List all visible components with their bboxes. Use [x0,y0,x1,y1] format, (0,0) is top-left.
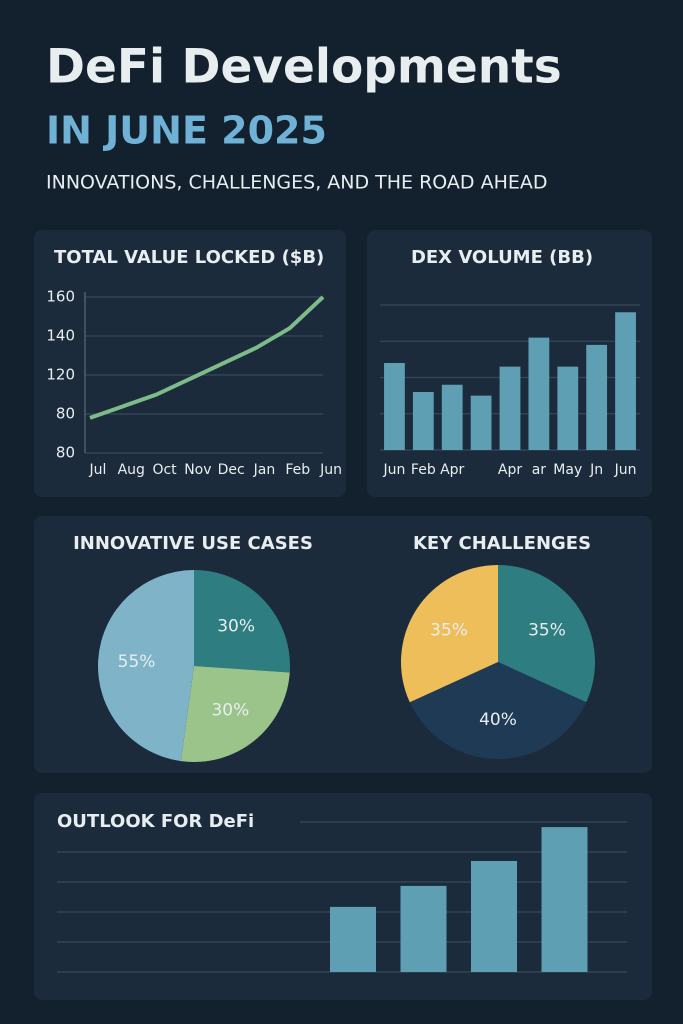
x-tick-label: Aug [118,462,145,478]
slice-label: 35% [528,621,566,641]
bar [441,384,463,450]
x-tick-label: Dec [218,462,245,478]
x-tick-label: Jul [89,462,107,478]
bar [400,885,447,972]
pie-slice [98,570,194,762]
page-title: DeFi Developments [46,40,562,95]
chart-title: INNOVATIVE USE CASES [73,533,313,554]
y-tick-label: 120 [46,366,75,384]
pie-slice [180,666,290,762]
x-tick-label: Feb [411,462,436,478]
bar [499,366,521,450]
y-tick-label: 140 [46,327,75,345]
x-tick-label: Oct [152,462,177,478]
x-tick-label: Feb [285,462,310,478]
panel [34,230,346,497]
x-tick-label: Jun [614,462,637,478]
page-subtitle: IN JUNE 2025 [46,109,327,153]
x-tick-label: Apr [498,462,522,478]
bar [470,395,492,450]
pie-slice [401,565,498,703]
chart-title: OUTLOOK FOR DeFi [57,811,254,832]
x-tick-label: Jn [589,462,603,478]
slice-label: 55% [118,652,156,672]
x-tick-label: Jun [319,462,342,478]
bar [557,366,579,450]
chart-title: DEX VOLUME (BB) [411,247,593,268]
bar [541,827,588,972]
panel [367,230,652,497]
bar [412,392,434,450]
slice-label: 40% [479,710,517,730]
x-tick-label: Jun [383,462,406,478]
page-tagline: INNOVATIONS, CHALLENGES, AND THE ROAD AH… [46,172,548,194]
bar [528,337,550,450]
bar [615,312,636,450]
y-tick-label: 80 [56,405,75,423]
slice-label: 30% [211,701,249,721]
pie-slice [409,662,587,759]
x-tick-label: Apr [440,462,464,478]
bar [330,906,376,972]
pie-slice [194,570,291,673]
x-tick-label: ar [532,462,547,478]
x-tick-label: May [553,462,582,478]
bar [586,344,608,450]
bar [471,861,517,972]
line-series [89,295,325,420]
slice-label: 30% [217,617,255,637]
chart-title: TOTAL VALUE LOCKED ($B) [54,247,324,268]
x-tick-label: Nov [184,462,211,478]
chart-title: KEY CHALLENGES [413,533,591,554]
x-tick-label: Jan [253,462,276,478]
bar [384,363,405,450]
y-tick-label: 160 [46,288,75,306]
slice-label: 35% [430,621,468,641]
pie-slice [498,565,595,703]
y-tick-label: 80 [56,444,75,462]
